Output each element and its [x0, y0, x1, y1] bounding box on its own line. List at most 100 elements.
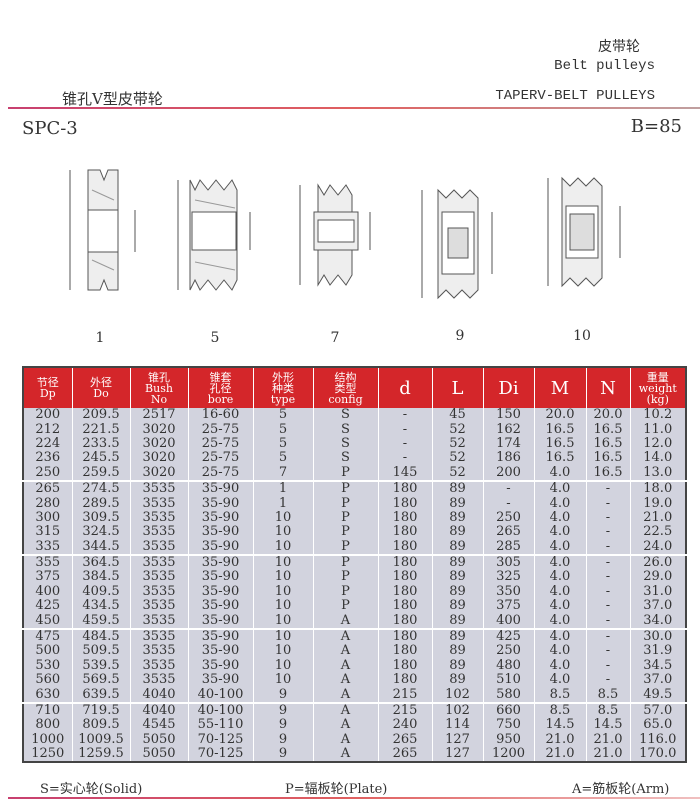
table-cell: 9 [253, 718, 314, 733]
column-header: 结构 类型 config [313, 367, 379, 408]
table-cell: S [313, 451, 379, 466]
table-cell: 37.0 [630, 599, 687, 614]
table-cell: 174 [483, 436, 535, 452]
column-header-line: 外径 [90, 376, 112, 389]
table-cell: 102 [432, 701, 484, 719]
table-cell: 10 [253, 570, 314, 585]
table-cell: 3535 [130, 644, 189, 659]
column-header: d [378, 367, 433, 408]
table-cell: 639.5 [72, 687, 131, 703]
table-cell: 209.5 [72, 407, 131, 423]
table-cell: 3535 [130, 613, 189, 629]
column-header-line: weight [638, 381, 677, 395]
table-cell: 324.5 [72, 525, 131, 540]
table-cell: 35-90 [188, 599, 254, 614]
table-cell: 509.5 [72, 644, 131, 659]
table-cell: 3535 [130, 658, 189, 674]
table-cell: 89 [432, 570, 484, 585]
table-cell: 8.5 [534, 687, 587, 703]
table-cell: 1000 [23, 732, 73, 747]
table-cell: A [313, 644, 379, 659]
table-cell: 265 [378, 732, 433, 747]
table-cell: 145 [378, 465, 433, 481]
table-cell: 18.0 [630, 479, 687, 497]
table-row: 250 259.5 3020 25-75 7 P 145 52 200 4.0 16.5 13.0 [23, 465, 687, 481]
legend-arm: A=筋板轮(Arm) [572, 782, 670, 797]
table-cell: 16.5 [534, 451, 587, 466]
column-header-line: Bush [145, 381, 173, 395]
table-cell: 180 [378, 627, 433, 645]
table-row: 335 344.5 3535 35-90 10 P 180 89 285 4.0-24.0 [23, 539, 687, 555]
table-cell: 265 [378, 746, 433, 763]
table-cell: 250 [483, 644, 535, 659]
figure-label-7: 7 [330, 330, 340, 346]
table-cell: 35-90 [188, 496, 254, 511]
table-cell: 35-90 [188, 644, 254, 659]
table-row: 355 364.5 3535 35-90 10 P 180 89 305 4.0-26.0 [23, 553, 687, 571]
table-cell: 10 [253, 627, 314, 645]
table-cell: 233.5 [72, 436, 131, 452]
table-cell: 750 [483, 718, 535, 733]
table-cell: 21.0 [534, 746, 587, 763]
table-cell: 10 [253, 673, 314, 688]
table-cell: A [313, 658, 379, 674]
subtitle-en: TAPERV-BELT PULLEYS [495, 88, 655, 104]
table-cell: - [586, 658, 631, 674]
table-cell: 180 [378, 496, 433, 511]
table-cell: 4.0 [534, 539, 587, 555]
table-cell: 186 [483, 451, 535, 466]
table-cell: 52 [432, 436, 484, 452]
table-cell: 31.9 [630, 644, 687, 659]
column-header-line: 重量 [646, 370, 669, 384]
pulley-drawing-type-10 [547, 176, 621, 288]
table-cell: 35-90 [188, 510, 254, 526]
table-cell: 26.0 [630, 553, 687, 571]
table-row: 1000 1009.5 5050 70-125 9 A 265 127 950 21.0 21.0 1… [23, 732, 687, 747]
column-header-line: d [399, 377, 411, 399]
column-header-line: 类型 [334, 381, 357, 395]
table-cell: - [586, 496, 631, 511]
table-cell: 21.0 [534, 732, 587, 747]
table-cell: A [313, 613, 379, 629]
table-cell: 3535 [130, 525, 189, 540]
table-cell: 35-90 [188, 658, 254, 674]
table-cell: 3535 [130, 539, 189, 555]
table-cell: 335 [23, 539, 73, 555]
table-cell: 52 [432, 465, 484, 481]
table-cell: 10 [253, 658, 314, 674]
table-cell: 10 [253, 599, 314, 614]
table-cell: 19.0 [630, 496, 687, 511]
table-cell: 14.5 [534, 718, 587, 733]
table-cell: 89 [432, 510, 484, 526]
column-header-line: 外形 [272, 370, 294, 384]
table-cell: 3535 [130, 553, 189, 571]
table-cell: 45 [432, 407, 484, 423]
table-cell: 3535 [130, 584, 189, 600]
table-cell: 1250 [23, 746, 73, 763]
table-cell: - [586, 570, 631, 585]
table-cell: 539.5 [72, 658, 131, 674]
table-cell: 180 [378, 658, 433, 674]
table-cell: 14.0 [630, 451, 687, 466]
table-cell: S [313, 407, 379, 423]
table-cell: 3020 [130, 451, 189, 466]
table-cell: 4040 [130, 687, 189, 703]
table-cell: 180 [378, 673, 433, 688]
table-row: 400 409.5 3535 35-90 10 P 180 89 350 4.0-31.0 [23, 584, 687, 600]
table-cell: 14.5 [586, 718, 631, 733]
table-cell: 114 [432, 718, 484, 733]
table-cell: 569.5 [72, 673, 131, 688]
table-cell: 1 [253, 496, 314, 511]
table-cell: 9 [253, 732, 314, 747]
table-cell: 425 [23, 599, 73, 614]
table-row: 560 569.5 3535 35-90 10 A 180 89 510 4.0-37.0 [23, 673, 687, 688]
table-row: 200 209.5 2517 16-60 5 S -45 150 20.0 20.0 10.2 [23, 407, 687, 423]
table-cell: 384.5 [72, 570, 131, 585]
table-cell: 200 [23, 407, 73, 423]
figure-label-9: 9 [455, 328, 465, 344]
table-cell: 10 [253, 525, 314, 540]
table-cell: 10 [253, 584, 314, 600]
table-cell: 480 [483, 658, 535, 674]
table-cell: 35-90 [188, 673, 254, 688]
table-cell: 4.0 [534, 673, 587, 688]
